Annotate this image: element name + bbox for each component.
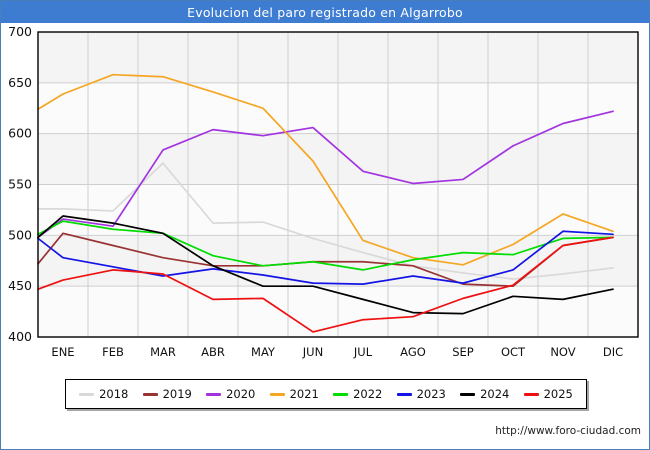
legend-swatch-icon (79, 392, 95, 396)
y-tick-label: 550 (8, 177, 32, 192)
x-tick-label: JUL (353, 345, 373, 359)
series-line-2020[interactable] (37, 110, 614, 239)
x-tick-label: JUN (302, 345, 323, 359)
series-line-2024[interactable] (37, 215, 614, 315)
legend-item-2023[interactable]: 2023 (396, 387, 446, 401)
y-tick-label: 400 (8, 329, 32, 344)
legend-swatch-icon (460, 392, 476, 396)
x-tick-label: OCT (501, 345, 526, 359)
legend-swatch-icon (206, 392, 222, 396)
legend-item-2025[interactable]: 2025 (523, 387, 573, 401)
x-tick-label: NOV (550, 345, 575, 359)
legend-label: 2024 (480, 387, 510, 401)
series-line-2018[interactable] (37, 162, 614, 280)
legend-label: 2023 (416, 387, 446, 401)
x-tick-label: MAR (150, 345, 176, 359)
chart-plot-area: 400 450 500 550 600 650 700 ENE FEB MAR ABR MAY JUN J… (1, 23, 649, 363)
window-title-bar: Evolucion del paro registrado en Algarro… (1, 1, 649, 23)
legend-item-2021[interactable]: 2021 (269, 387, 319, 401)
y-tick-label: 450 (8, 278, 32, 293)
legend-item-2020[interactable]: 2020 (206, 387, 255, 401)
x-tick-label: DIC (603, 345, 623, 359)
legend-label: 2019 (162, 387, 192, 401)
x-tick-label: ENE (51, 345, 74, 359)
x-tick-label: FEB (102, 345, 124, 359)
legend-swatch-icon (269, 392, 285, 396)
x-tick-label: ABR (201, 345, 225, 359)
y-tick-label: 500 (8, 227, 32, 242)
legend-item-2018[interactable]: 2018 (79, 387, 128, 401)
line-chart-svg: 400 450 500 550 600 650 700 ENE FEB MAR ABR MAY JUN J… (8, 24, 639, 359)
y-tick-label: 700 (8, 24, 32, 39)
series-line-2021[interactable] (37, 73, 614, 266)
x-tick-label: SEP (452, 345, 474, 359)
page-title: Evolucion del paro registrado en Algarro… (187, 4, 463, 20)
legend-swatch-icon (523, 392, 539, 396)
series-line-2022[interactable] (37, 220, 614, 271)
chart-legend: 2018 2019 2020 2021 2022 2023 2024 2025 (65, 379, 587, 409)
legend-item-2024[interactable]: 2024 (460, 387, 509, 401)
legend-swatch-icon (396, 392, 412, 396)
legend-label: 2021 (289, 387, 319, 401)
x-tick-label: MAY (251, 345, 276, 359)
legend-label: 2025 (543, 387, 573, 401)
y-tick-label: 600 (8, 126, 32, 141)
y-tick-label: 650 (8, 75, 32, 90)
legend-label: 2022 (353, 387, 383, 401)
legend-label: 2018 (99, 387, 129, 401)
legend-item-2022[interactable]: 2022 (333, 387, 382, 401)
x-tick-label: AGO (400, 345, 426, 359)
legend-label: 2020 (226, 387, 256, 401)
legend-swatch-icon (333, 392, 349, 396)
plot-frame (37, 31, 639, 338)
legend-item-2019[interactable]: 2019 (142, 387, 192, 401)
source-url: http://www.foro-ciudad.com (495, 425, 641, 437)
series-line-2025[interactable] (37, 236, 614, 333)
series-line-2023[interactable] (37, 230, 614, 285)
legend-swatch-icon (142, 392, 158, 396)
